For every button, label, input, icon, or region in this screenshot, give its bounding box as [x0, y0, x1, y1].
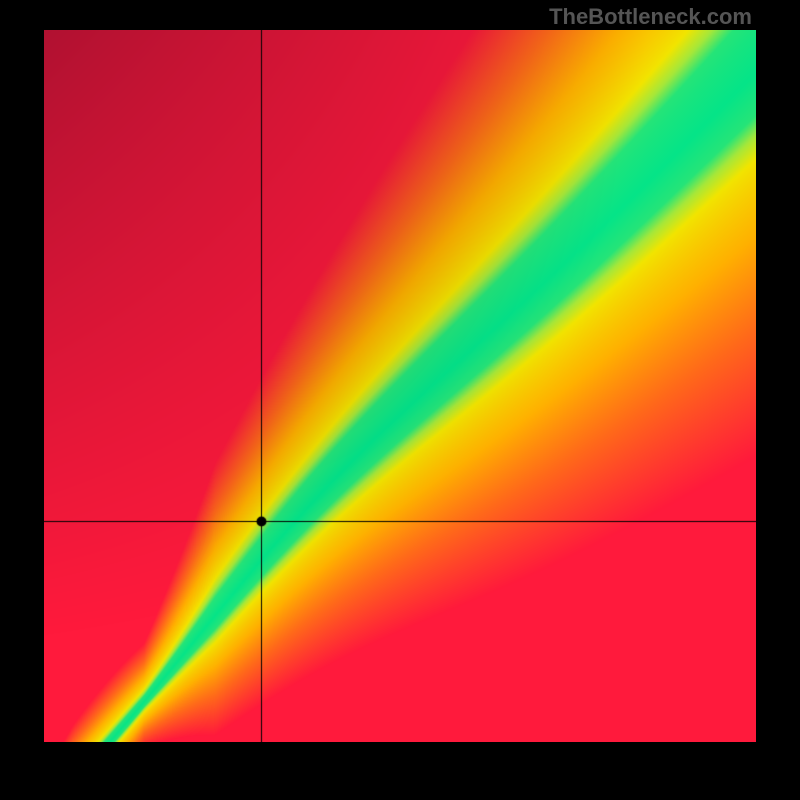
chart-container: { "watermark": { "text": "TheBottleneck.…	[0, 0, 800, 800]
watermark-text: TheBottleneck.com	[549, 4, 752, 30]
bottleneck-heatmap	[44, 30, 756, 742]
